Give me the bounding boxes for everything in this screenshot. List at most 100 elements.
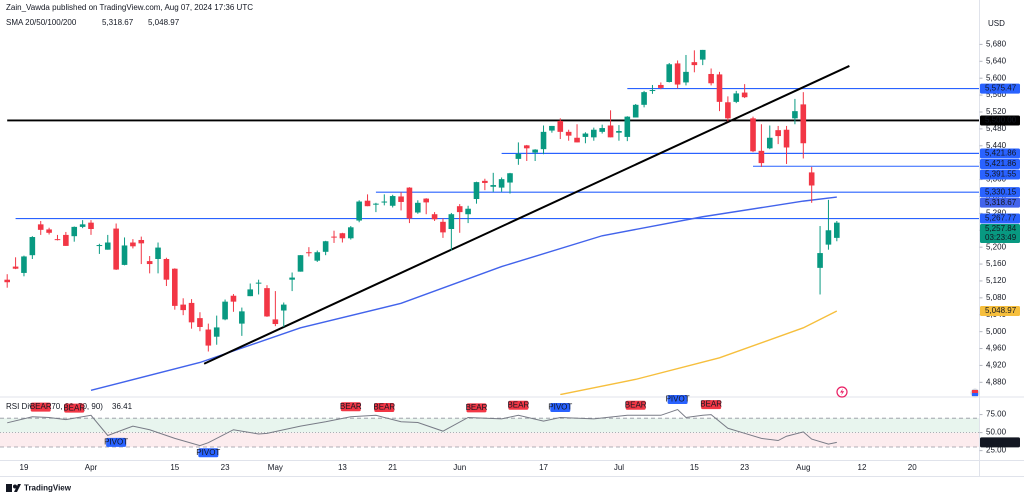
candle-body: [783, 129, 790, 148]
signal-tag: [106, 437, 127, 447]
candle-body: [591, 129, 597, 138]
candle-body: [88, 222, 94, 229]
signal-label: PIVOT: [104, 437, 128, 446]
candle-body: [490, 185, 497, 187]
x-tick-label: 23: [221, 463, 230, 472]
candle-body: [71, 226, 78, 237]
rsi-band: [0, 432, 979, 448]
candle-body: [4, 279, 10, 283]
rsi-tick-label: 50.00: [986, 428, 1007, 437]
signal-tag: [340, 402, 361, 412]
sma-tag: [980, 197, 1020, 208]
candle-body: [691, 62, 698, 66]
candle-body: [113, 228, 119, 270]
candle-body: [406, 187, 413, 219]
signal-label: BEAR: [625, 400, 647, 409]
candle-body: [364, 200, 371, 207]
candle-body: [96, 245, 103, 247]
rsi-pane: [0, 408, 979, 448]
candle-body: [733, 93, 740, 102]
last-price-tag-text: 5,257.84: [985, 224, 1017, 233]
y-tick-label: 5,080: [986, 293, 1007, 302]
signal-tag: [466, 403, 487, 413]
rsi-value: 36.41: [112, 402, 133, 411]
candle-body: [549, 125, 555, 131]
signal-label: BEAR: [700, 400, 722, 409]
candle-body: [741, 92, 748, 98]
x-tick-label: 15: [690, 463, 699, 472]
candle-body: [599, 128, 605, 132]
candle-body: [523, 145, 530, 149]
candle-body: [79, 224, 86, 227]
candle-body: [423, 198, 429, 203]
candle-body: [456, 206, 463, 213]
candle-body: [104, 242, 111, 250]
y-tick-label: 4,880: [986, 377, 1007, 386]
flag-icon: [970, 388, 980, 398]
level-tag: [980, 213, 1020, 224]
candle-body: [817, 253, 823, 268]
candle-body: [339, 233, 346, 239]
candle-body: [649, 90, 656, 92]
x-tick-label: 23: [740, 463, 749, 472]
candle-body: [440, 221, 446, 233]
level-tag-text: 5,421.86: [985, 159, 1017, 168]
candle-body: [482, 180, 488, 183]
candle-body: [230, 295, 237, 302]
candle-body: [121, 245, 128, 265]
y-tick-label: 5,640: [986, 56, 1007, 65]
candle-body: [834, 222, 840, 238]
candle-body: [398, 196, 404, 202]
signal-tag: [667, 395, 688, 405]
x-tick-label: 21: [388, 463, 397, 472]
candle-body: [255, 282, 262, 284]
candle-body: [314, 252, 321, 261]
candle-body: [800, 104, 807, 144]
sma-tag: [980, 305, 1020, 316]
y-tick-label: 5,440: [986, 141, 1007, 150]
rsi-tick-label: 75.00: [986, 410, 1007, 419]
candle-body: [532, 149, 538, 153]
signal-label: BEAR: [507, 400, 529, 409]
candle-body: [21, 256, 27, 273]
candle-body: [607, 125, 614, 138]
signal-tag: [64, 403, 85, 413]
candle-body: [205, 329, 212, 346]
sma-line: [560, 310, 838, 395]
candle-body: [473, 182, 480, 200]
candle-body: [666, 64, 673, 83]
y-tick-label: 5,000: [986, 327, 1007, 336]
candle-body: [197, 318, 203, 327]
candle-body: [155, 247, 161, 259]
candle-body: [557, 120, 564, 132]
candle-body: [699, 49, 706, 60]
rsi-tick-label: 25.00: [986, 446, 1007, 455]
signal-tag: [374, 402, 395, 412]
candle-body: [347, 227, 354, 239]
price-tags: 5,575.47 5,500.00 5,421.865,421.86 5,391.55…: [980, 83, 1020, 448]
candle-body: [465, 208, 471, 215]
candle-body: [825, 230, 832, 245]
signal-label: BEAR: [466, 403, 488, 412]
y-tick-label: 5,280: [986, 208, 1007, 217]
x-tick-label: May: [268, 463, 283, 472]
y-tick-label: 5,120: [986, 276, 1007, 285]
y-tick-label: 5,600: [986, 73, 1007, 82]
candle-body: [188, 302, 195, 323]
candle-body: [641, 92, 647, 105]
candle-body: [540, 131, 547, 150]
alert-icon: [836, 386, 848, 398]
x-tick-label: 17: [539, 463, 548, 472]
level-tag: [980, 158, 1020, 169]
y-tick-label: 4,920: [986, 361, 1007, 370]
y-tick-label: 5,560: [986, 90, 1007, 99]
candle-body: [808, 172, 815, 186]
last-price-tag: [980, 224, 1020, 244]
price-pane: [4, 49, 979, 395]
candle-body: [297, 255, 304, 272]
candle-body: [574, 137, 580, 143]
rsi-title: RSI Div (14, 70, 30, 50, 90): [6, 402, 103, 411]
level-tag-text: 5,421.86: [985, 149, 1017, 158]
y-tick-label: 5,520: [986, 107, 1007, 116]
